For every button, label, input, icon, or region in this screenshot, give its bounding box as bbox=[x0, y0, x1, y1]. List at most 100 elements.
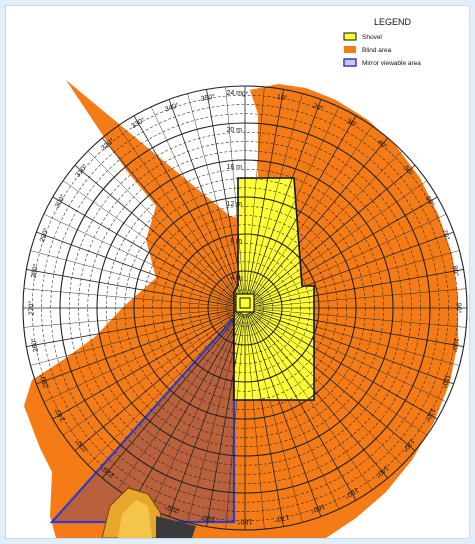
angle-label: 300° bbox=[53, 193, 67, 210]
grid-spoke bbox=[225, 321, 245, 530]
angle-label: 270° bbox=[28, 301, 36, 316]
grid-spoke bbox=[52, 310, 241, 420]
grid-spoke bbox=[63, 180, 234, 301]
grid-spoke bbox=[225, 86, 245, 295]
shovel-cab-icon bbox=[239, 297, 251, 309]
angle-label: 340° bbox=[164, 101, 181, 114]
radius-label: 16 m bbox=[226, 164, 242, 171]
grid-spoke bbox=[250, 231, 454, 307]
grid-spoke bbox=[63, 315, 234, 436]
grid-spoke bbox=[206, 89, 245, 303]
grid-spoke bbox=[150, 106, 240, 296]
shovel-footprint bbox=[233, 177, 315, 401]
angle-label: 20° bbox=[312, 102, 325, 113]
grid-spoke bbox=[248, 137, 389, 304]
grid-spoke bbox=[254, 317, 403, 466]
grid-spoke bbox=[249, 311, 416, 452]
grid-spoke bbox=[250, 309, 454, 385]
angle-label: 190° bbox=[200, 513, 216, 523]
grid-spoke bbox=[249, 164, 416, 305]
grid-spoke bbox=[252, 126, 373, 297]
grid-spoke bbox=[258, 308, 467, 328]
grid-spoke bbox=[245, 86, 265, 295]
grid-spoke bbox=[150, 320, 240, 510]
grid-spoke bbox=[256, 315, 427, 436]
grid-spoke bbox=[30, 311, 232, 366]
grid-spoke bbox=[258, 288, 467, 308]
legend-title: LEGEND bbox=[374, 17, 412, 27]
grid-spoke bbox=[249, 310, 438, 420]
grid-spoke bbox=[250, 308, 464, 347]
grid-spoke bbox=[245, 89, 284, 303]
grid-spoke bbox=[26, 308, 240, 347]
grid-spoke bbox=[257, 313, 447, 403]
grid-spoke bbox=[248, 321, 303, 523]
polar-grid bbox=[22, 85, 468, 531]
grid-spoke bbox=[246, 99, 322, 303]
grid-spoke bbox=[74, 164, 241, 305]
legend: LEGEND Shovel Blind area Mirror viewable… bbox=[343, 17, 421, 67]
grid-spoke bbox=[258, 311, 460, 366]
grid-spoke bbox=[133, 312, 243, 501]
angle-label: 310° bbox=[74, 162, 90, 178]
grid-spoke bbox=[250, 320, 340, 510]
grid-spoke bbox=[246, 313, 322, 517]
angle-label: 290° bbox=[38, 227, 51, 244]
grid-spoke bbox=[250, 269, 464, 308]
grid-spoke bbox=[249, 196, 438, 306]
grid-spoke bbox=[187, 93, 242, 295]
grid-spoke bbox=[247, 312, 357, 501]
grid-spoke bbox=[168, 313, 244, 517]
grid-spoke bbox=[248, 312, 389, 479]
angle-label: 90° bbox=[455, 303, 463, 314]
grid-spoke bbox=[256, 180, 427, 301]
legend-label-shovel: Shovel bbox=[362, 34, 382, 41]
grid-spoke bbox=[87, 317, 236, 466]
shovel-arm-icon bbox=[101, 487, 196, 538]
angle-label: 180° bbox=[238, 518, 253, 526]
radius-label: 4 m bbox=[230, 275, 242, 282]
grid-spoke bbox=[23, 308, 232, 328]
grid-spoke bbox=[36, 309, 240, 385]
blind-area-right bbox=[250, 84, 458, 538]
angle-label: 10° bbox=[276, 93, 288, 103]
grid-spoke bbox=[43, 313, 233, 403]
radius-label: 12 m bbox=[226, 201, 242, 208]
legend-swatch-shovel bbox=[343, 32, 357, 41]
grid-spoke bbox=[248, 93, 303, 295]
grid-spoke bbox=[245, 321, 265, 530]
grid-spoke bbox=[74, 311, 241, 452]
radius-label: 8 m bbox=[230, 238, 242, 245]
legend-swatch-blind-area bbox=[344, 46, 356, 53]
grid-spoke bbox=[101, 137, 242, 304]
shovel-body-icon bbox=[235, 293, 255, 313]
grid-spoke bbox=[26, 269, 240, 308]
radius-label: 24 m bbox=[226, 90, 242, 97]
angle-label: 330° bbox=[130, 116, 147, 130]
grid-spoke bbox=[258, 250, 460, 305]
grid-spoke bbox=[23, 288, 232, 308]
grid-spoke bbox=[117, 126, 238, 297]
radius-label: 20 m bbox=[226, 127, 242, 134]
grid-spoke bbox=[187, 321, 242, 523]
grid-spoke bbox=[168, 99, 244, 303]
grid-spoke bbox=[250, 106, 340, 296]
angle-label: 280° bbox=[30, 263, 40, 279]
angle-label: 0° bbox=[242, 91, 249, 99]
grid-spoke bbox=[43, 213, 233, 303]
legend-swatch-mirror bbox=[343, 58, 357, 67]
grid-spoke bbox=[254, 150, 403, 299]
legend-label-mirror: Mirror viewable area bbox=[362, 60, 421, 67]
angle-label: 70° bbox=[440, 229, 451, 242]
angle-label: 80° bbox=[450, 265, 460, 277]
blind-area-diagram: 4 m8 m12 m16 m20 m24 m 0° 10°20°30°40°50°… bbox=[22, 17, 468, 538]
grid-spoke bbox=[117, 319, 238, 490]
angle-label: 170° bbox=[274, 513, 290, 523]
grid-spoke bbox=[133, 115, 243, 304]
angle-label: 350° bbox=[200, 93, 216, 103]
legend-label-blind-area: Blind area bbox=[362, 47, 392, 54]
angle-label: 260° bbox=[30, 337, 40, 353]
grid-spoke bbox=[247, 115, 357, 304]
grid-spoke bbox=[101, 312, 242, 479]
